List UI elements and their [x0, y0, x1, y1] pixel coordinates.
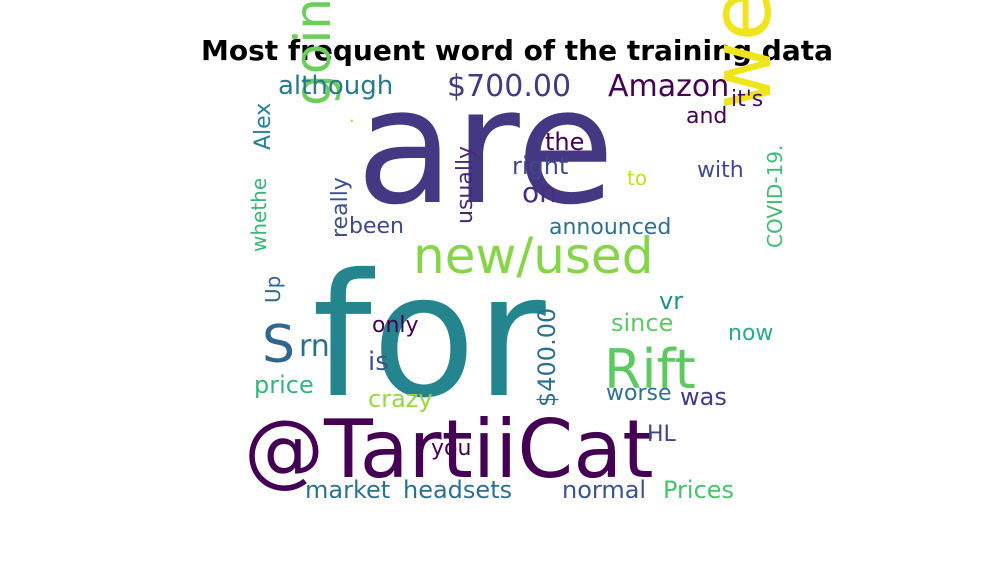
word-although: although — [278, 71, 393, 101]
word-with: with — [697, 158, 744, 183]
word-only: only — [372, 313, 419, 338]
word-prices: Prices — [663, 476, 734, 504]
word-covid-19: COVID-19. — [763, 145, 787, 248]
word-for: for — [312, 238, 546, 436]
word-: . — [349, 106, 355, 127]
word-alex: Alex — [251, 103, 276, 150]
word-price: price — [254, 371, 314, 399]
word-new-used: new/used — [413, 227, 653, 285]
word-market: market — [305, 476, 390, 504]
word-tartiicat: @TartiiCat — [244, 403, 654, 496]
word-now: now — [728, 321, 773, 346]
word-the: the — [545, 128, 584, 156]
word-hl: HL — [647, 422, 677, 447]
word-it-s: it's — [731, 87, 763, 112]
word-s: S — [262, 315, 295, 375]
word-been: been — [349, 214, 404, 239]
chart-title: Most frequent word of the training data — [201, 34, 833, 67]
word-right: right — [512, 152, 568, 180]
word-vr: vr — [659, 287, 683, 315]
word-rn: rn — [299, 329, 330, 364]
word-rift: Rift — [604, 338, 696, 401]
word-since: since — [611, 309, 673, 337]
word-to: to — [627, 166, 647, 190]
word-700-00: $700.00 — [447, 69, 571, 104]
word-worse: worse — [606, 381, 672, 406]
word-headsets: headsets — [403, 476, 512, 504]
word-normal: normal — [562, 476, 646, 504]
word-whethe: whethe — [247, 178, 271, 252]
word-amazon: Amazon — [608, 69, 729, 104]
word-announced: announced — [549, 215, 671, 240]
word-are: are — [356, 53, 615, 240]
word-on: on — [522, 176, 557, 209]
word-400-00: $400.00 — [533, 308, 561, 407]
word-well: well — [692, 0, 790, 110]
word-you: you — [431, 436, 471, 461]
word-and: and — [686, 104, 727, 129]
word-is: is — [368, 347, 389, 377]
word-really: really — [328, 177, 353, 238]
word-crazy: crazy — [368, 385, 433, 413]
word-usually: usually — [453, 146, 478, 224]
word-was: was — [680, 383, 727, 411]
word-up: Up — [261, 276, 285, 303]
word-going: going — [284, 0, 342, 106]
